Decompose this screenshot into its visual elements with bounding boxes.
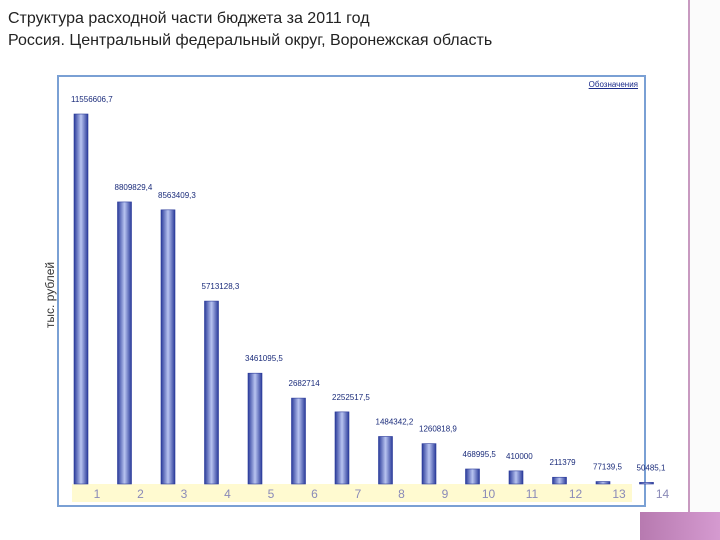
bar-9 xyxy=(421,443,437,485)
value-label-8: 1484342,2 xyxy=(376,417,414,426)
value-label-4: 5713128,3 xyxy=(202,282,240,291)
value-label-10: 468995,5 xyxy=(463,450,497,459)
x-tick-8: 8 xyxy=(398,487,405,501)
x-tick-14: 14 xyxy=(656,487,670,501)
value-label-9: 1260818,9 xyxy=(419,425,457,434)
value-label-1: 11556606,7 xyxy=(71,95,113,104)
x-tick-10: 10 xyxy=(482,487,496,501)
x-tick-1: 1 xyxy=(94,487,101,501)
slide-corner-decoration xyxy=(640,512,720,540)
bar-4 xyxy=(204,300,219,485)
bar-11 xyxy=(508,470,524,485)
bar-2 xyxy=(117,201,132,485)
x-tick-7: 7 xyxy=(355,487,362,501)
x-tick-12: 12 xyxy=(569,487,583,501)
x-tick-3: 3 xyxy=(181,487,188,501)
x-tick-9: 9 xyxy=(442,487,449,501)
chart-frame: Обозначения xyxy=(57,75,646,507)
value-label-2: 8809829,4 xyxy=(115,183,153,192)
bar-10 xyxy=(465,468,480,485)
value-label-5: 3461095,5 xyxy=(245,354,283,363)
bar-14 xyxy=(639,482,654,485)
x-tick-2: 2 xyxy=(137,487,144,501)
slide-side-decoration xyxy=(688,0,720,540)
value-label-11: 410000 xyxy=(506,452,533,461)
bar-7 xyxy=(334,411,350,485)
value-label-7: 2252517,5 xyxy=(332,393,370,402)
legend-link[interactable]: Обозначения xyxy=(588,80,638,89)
value-label-6: 2682714 xyxy=(289,379,321,388)
bar-13 xyxy=(595,481,611,485)
x-axis-band xyxy=(72,484,632,502)
value-label-3: 8563409,3 xyxy=(158,191,196,200)
value-label-13: 77139,5 xyxy=(593,463,622,472)
bar-6 xyxy=(291,397,306,485)
bar-1 xyxy=(73,113,89,485)
x-tick-13: 13 xyxy=(612,487,626,501)
x-tick-5: 5 xyxy=(268,487,275,501)
bar-5 xyxy=(247,372,263,485)
x-tick-11: 11 xyxy=(526,487,539,501)
chart-title: Структура расходной части бюджета за 201… xyxy=(8,10,370,27)
bar-3 xyxy=(160,209,176,485)
value-label-14: 50485,1 xyxy=(637,463,666,472)
bar-12 xyxy=(552,476,567,485)
x-tick-4: 4 xyxy=(224,487,231,501)
bar-8 xyxy=(378,436,393,485)
title-block: Структура расходной части бюджета за 201… xyxy=(8,8,492,52)
chart-subtitle: Россия. Центральный федеральный округ, В… xyxy=(8,32,493,49)
x-tick-6: 6 xyxy=(311,487,318,501)
value-label-12: 211379 xyxy=(550,458,577,467)
